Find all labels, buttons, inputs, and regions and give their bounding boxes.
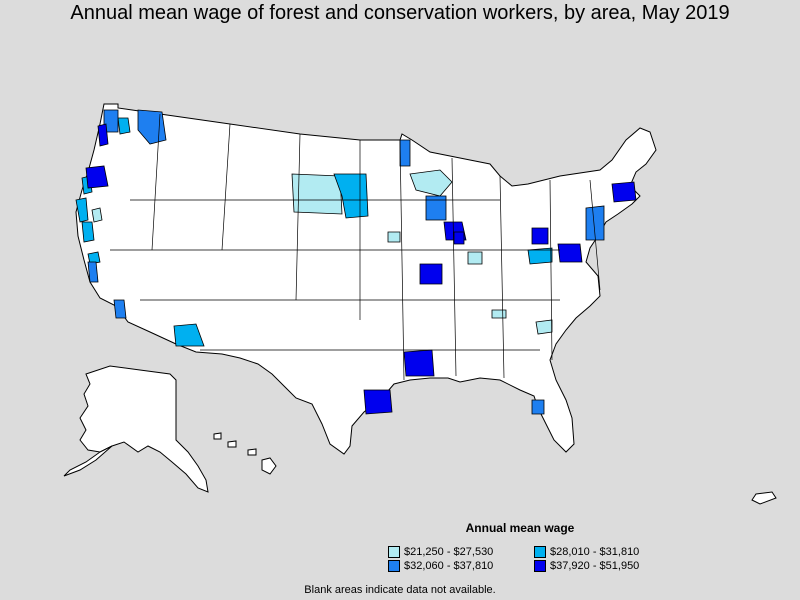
area-houston [363,389,393,415]
area-northern-california-coast [75,197,89,223]
legend-item-bin-4: $37,920 - $51,950 [534,560,639,572]
legend-label: $28,010 - $31,810 [550,546,640,558]
legend-swatch [388,560,400,572]
alaska-outline [79,365,209,493]
footnote: Blank areas indicate data not available. [304,584,496,596]
legend-swatch [388,546,400,558]
area-st-louis [419,263,443,285]
area-northwestern-oregon [85,165,109,189]
area-indianapolis [453,231,465,245]
area-indiana [467,251,483,265]
alaska-peninsula [63,445,113,477]
area-tennessee [491,309,507,319]
legend-label: $21,250 - $27,530 [404,546,494,558]
legend-title: Annual mean wage [465,521,575,535]
hawaii-kauai [213,432,222,440]
puerto-rico-outline [751,491,777,505]
legend-label: $32,060 - $37,810 [404,560,494,572]
area-north-dakota-east [291,173,343,215]
area-western-washington [97,123,109,147]
state-border-lines [110,113,601,381]
area-ohio [531,227,549,245]
legend-item-bin-1: $21,250 - $27,530 [388,546,493,558]
map-title: Annual mean wage of forest and conservat… [70,2,730,24]
area-virginia [557,243,583,263]
wage-areas [75,109,637,415]
area-iowa [387,231,401,243]
area-central-california [81,221,95,243]
legend-item-bin-2: $28,010 - $31,810 [534,546,639,558]
legend-item-bin-3: $32,060 - $37,810 [388,560,493,572]
legend-swatch [534,560,546,572]
area-southern-california-b [113,299,127,319]
hawaii-oahu [227,440,237,448]
area-southern-california [87,251,101,265]
area-upper-peninsula [399,139,411,167]
area-louisiana [403,349,435,377]
legend-label: $37,920 - $51,950 [550,560,640,572]
area-eastern-washington [117,117,131,135]
area-florida-west-coast [531,399,545,415]
area-west-virginia [527,247,553,265]
contiguous-us-outline [75,103,657,455]
land-areas [63,103,777,505]
area-northern-michigan [409,169,453,197]
hawaii-maui [247,448,257,456]
area-northern-california-coast-b [91,207,103,223]
legend-swatch [534,546,546,558]
state-borders [110,113,601,381]
area-south-carolina [535,319,553,335]
hawaii-big-island [261,457,277,475]
area-massachusetts [611,181,637,203]
area-minnesota [333,173,369,219]
area-wisconsin [425,195,447,221]
area-new-jersey [585,205,605,241]
area-california-bay [87,261,99,283]
area-arizona [173,323,205,347]
